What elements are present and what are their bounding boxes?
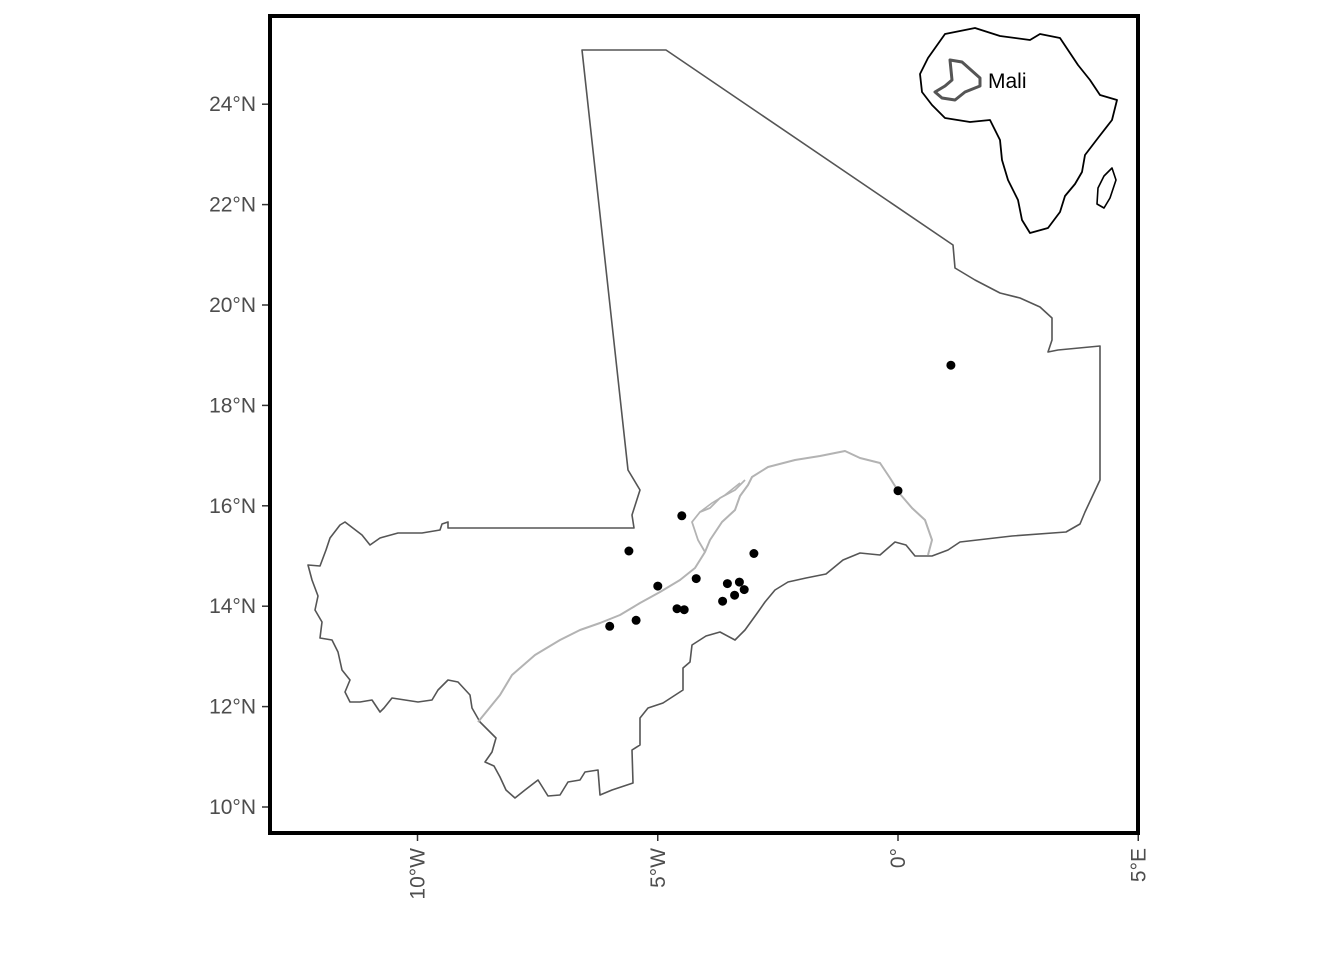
mali-border: [307, 49, 1101, 799]
x-tick-label: 0°: [887, 848, 910, 868]
sample-point-12: [718, 596, 728, 606]
sample-point-8: [722, 579, 732, 589]
sample-point-10: [739, 585, 749, 595]
sample-point-7: [653, 581, 663, 591]
inner-delta-channel: [691, 479, 746, 553]
sample-point-2: [893, 486, 903, 496]
inset-mali-highlight: [933, 58, 982, 102]
y-axis: 10°N 12°N 14°N 16°N 18°N 20°N 22°N 24°N: [209, 93, 270, 819]
inset-africa: Mali: [919, 27, 1118, 234]
x-tick-label: 5°E: [1127, 848, 1150, 882]
y-tick-label: 24°N: [209, 93, 256, 116]
y-tick-label: 20°N: [209, 294, 256, 317]
x-tick-label: 5°W: [647, 848, 670, 888]
sample-point-11: [730, 590, 740, 600]
y-tick-label: 14°N: [209, 595, 256, 618]
sample-point-15: [631, 615, 641, 625]
y-tick-label: 12°N: [209, 696, 256, 719]
sample-point-4: [624, 546, 634, 556]
niger-river: [477, 450, 933, 723]
sample-point-9: [734, 577, 744, 587]
x-tick-label: 10°W: [407, 848, 430, 900]
y-tick-label: 16°N: [209, 495, 256, 518]
inner-delta-channel-2: [699, 482, 741, 513]
y-tick-label: 10°N: [209, 796, 256, 819]
sample-point-14: [679, 605, 689, 615]
x-axis: 10°W 5°W 0° 5°E: [407, 833, 1150, 900]
y-tick-label: 22°N: [209, 194, 256, 217]
panel-border: [268, 14, 1140, 835]
inset-mali-label: Mali: [988, 70, 1027, 93]
sample-point-1: [946, 360, 956, 370]
sample-point-3: [677, 511, 687, 521]
sample-points: [605, 360, 956, 631]
sample-point-5: [749, 549, 759, 558]
madagascar-outline: [1096, 167, 1117, 209]
y-tick-label: 18°N: [209, 394, 256, 417]
sample-point-16: [605, 621, 615, 631]
africa-outline: [919, 27, 1118, 234]
sample-point-6: [691, 574, 701, 584]
sample-point-13: [672, 604, 682, 614]
